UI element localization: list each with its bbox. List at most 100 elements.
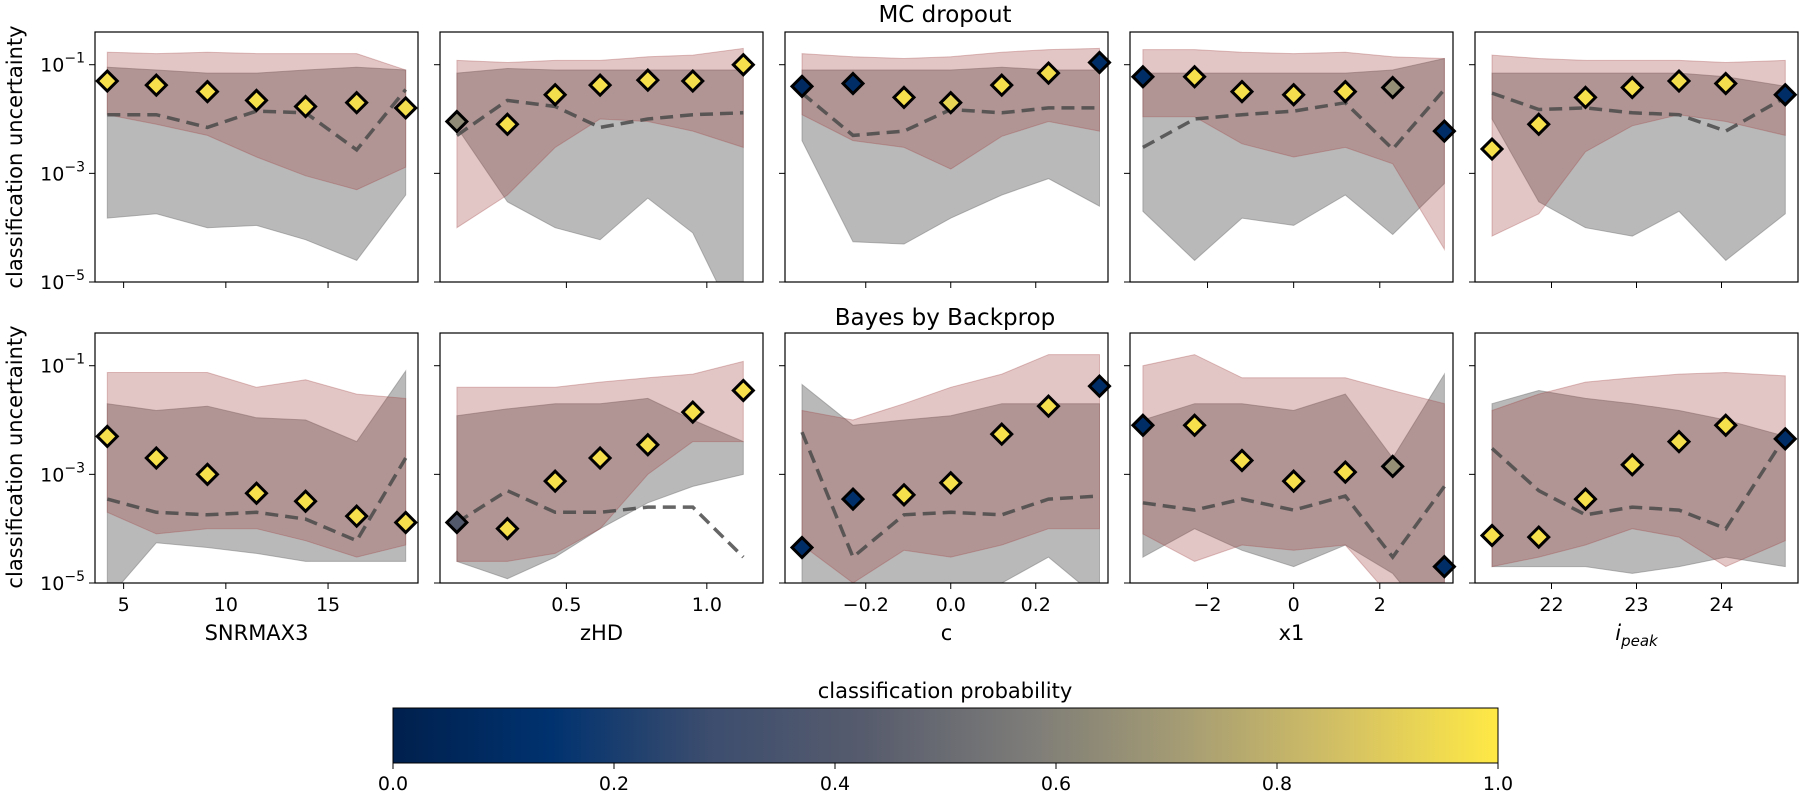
panels: 10−1 10−3 10−5 10−1 10−3 10−5 5 10 15 SNRMAX3 0.5 1…	[40, 31, 1799, 650]
axes-frame	[94, 332, 419, 584]
panel-snrmax3-row1: 10−1 10−3 10−5 5 10 15 SNRMAX3	[40, 332, 419, 645]
dark-uncertainty-band	[1142, 57, 1445, 262]
data-point-marker	[1333, 459, 1358, 485]
axes-frame	[439, 31, 764, 283]
y-tick-label: 10−5	[40, 268, 85, 294]
data-point-marker	[1432, 118, 1457, 144]
data-point-marker	[789, 74, 815, 99]
median-line	[455, 488, 745, 559]
row-title-bayes-by-backprop: Bayes by Backprop	[835, 305, 1056, 331]
data-point-marker	[587, 73, 613, 98]
x-tick-label: 2	[1374, 594, 1386, 616]
colorbar-tick-label: 0.4	[820, 773, 850, 795]
data-point-marker	[1036, 394, 1061, 419]
row-title-mc-dropout: MC dropout	[878, 2, 1011, 28]
axes-frame	[1129, 332, 1454, 584]
data-point-marker	[731, 378, 756, 403]
x-tick-label: 0.2	[1021, 594, 1051, 616]
y-tick-label: 10−3	[40, 159, 85, 185]
data-point-marker	[1333, 79, 1358, 104]
data-point-marker	[1281, 82, 1306, 107]
data-point-marker	[495, 112, 520, 137]
colorbar-tick-label: 0.0	[378, 773, 408, 795]
median-line	[1142, 485, 1446, 561]
x-tick-label: 24	[1709, 594, 1733, 616]
y-tick-label: 10−1	[40, 51, 85, 77]
x-tick-label: 0	[1288, 594, 1300, 616]
data-point-marker	[95, 424, 120, 449]
y-axis-label-top: classification uncertainty	[3, 25, 27, 288]
data-point-marker	[1620, 452, 1645, 477]
data-point-marker	[1713, 71, 1738, 96]
data-point-marker	[587, 445, 613, 471]
panel-i-peak-row0	[1469, 31, 1799, 288]
data-point-marker	[635, 68, 660, 93]
median-line	[1491, 91, 1787, 134]
median-line	[800, 431, 1100, 560]
data-point-marker	[1229, 79, 1255, 104]
colorbar-ticks: 0.0 0.2 0.4 0.6 0.8 1.0	[378, 763, 1513, 795]
data-point-marker	[840, 486, 866, 512]
data-point-marker	[393, 95, 418, 121]
data-point-marker	[938, 470, 963, 495]
data-point-marker	[1087, 50, 1112, 75]
data-point-marker	[1380, 75, 1405, 100]
light-uncertainty-band	[1142, 49, 1445, 252]
colorbar: classification probability 0.0 0.2 0.4 0.6 0…	[378, 679, 1513, 795]
panel-snrmax3-row0: 10−1 10−3 10−5	[40, 31, 419, 294]
data-point-marker	[1182, 413, 1207, 438]
data-point-marker	[1432, 554, 1457, 579]
y-tick-label: 10−5	[40, 569, 85, 595]
x-tick-label: 23	[1624, 594, 1648, 616]
data-point-marker	[1182, 64, 1207, 89]
x-axis-label: SNRMAX3	[205, 621, 309, 645]
light-uncertainty-band	[106, 51, 407, 191]
data-point-marker	[1526, 524, 1551, 550]
panel-x1-row0	[1124, 31, 1457, 288]
data-point-marker	[1036, 60, 1061, 86]
panel-zhd-row1: 0.5 1.0 zHD	[434, 332, 764, 645]
data-point-marker	[635, 432, 660, 457]
x-axis-label: ipeak	[1615, 621, 1659, 650]
data-point-marker	[144, 73, 169, 98]
data-point-marker	[444, 109, 469, 134]
data-point-marker	[293, 94, 318, 119]
x-axis-label: c	[941, 621, 953, 645]
data-point-marker	[789, 535, 815, 560]
axes-frame	[784, 332, 1109, 584]
median-line	[455, 98, 744, 137]
axes-frame	[1129, 31, 1454, 283]
y-axis-label-bottom: classification uncertainty	[3, 325, 27, 588]
data-point-marker	[680, 68, 705, 94]
panel-x1-row1: −2 0 2 x1	[1124, 332, 1457, 645]
x-tick-label: 0.0	[936, 594, 966, 616]
median-line	[107, 88, 408, 153]
y-tick-label: 10−1	[40, 352, 85, 378]
colorbar-title: classification probability	[818, 679, 1073, 703]
data-point-marker	[1773, 82, 1798, 107]
panel-i-peak-row1: 22 23 24 ipeak	[1469, 332, 1799, 650]
panel-c-row0	[779, 31, 1112, 288]
colorbar-tick-label: 0.6	[1041, 773, 1071, 795]
data-point-marker	[1281, 469, 1306, 494]
data-point-marker	[495, 516, 520, 541]
panel-c-row1: −0.2 0.0 0.2 c	[779, 332, 1112, 645]
data-point-marker	[1229, 448, 1255, 473]
x-tick-label: −2	[1194, 594, 1222, 616]
data-point-marker	[1666, 68, 1692, 94]
y-tick-label: 10−3	[40, 460, 85, 486]
x-axis-label: x1	[1279, 621, 1305, 645]
dark-uncertainty-band	[456, 397, 744, 580]
median-line	[1490, 435, 1787, 531]
data-point-marker	[891, 85, 917, 110]
data-point-marker	[1130, 64, 1156, 89]
data-point-marker	[680, 399, 705, 425]
data-point-marker	[195, 79, 220, 104]
data-point-marker	[393, 510, 418, 535]
colorbar-gradient	[392, 707, 1499, 764]
data-point-marker	[1573, 85, 1598, 110]
data-point-marker	[1087, 374, 1112, 399]
data-point-marker	[543, 82, 568, 107]
light-uncertainty-band	[801, 354, 1100, 583]
